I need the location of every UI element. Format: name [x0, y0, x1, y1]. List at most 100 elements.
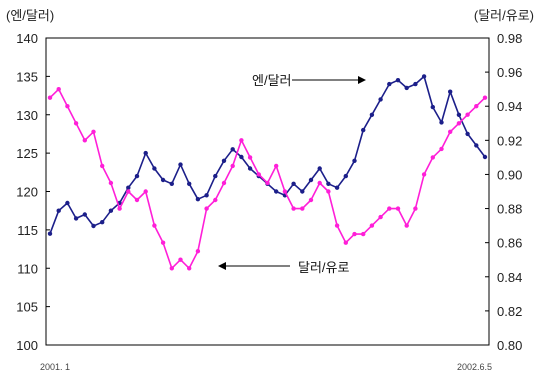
left-tick-label: 105 — [16, 300, 38, 315]
series-point-0 — [456, 112, 462, 118]
series-point-0 — [221, 158, 227, 163]
series-point-1 — [73, 121, 79, 126]
left-tick-label: 135 — [16, 69, 38, 84]
right-axis: 0.98 0.96 0.94 0.92 0.90 0.88 0.86 0.84 0.82 0.80 — [485, 31, 522, 353]
series-point-1 — [343, 240, 348, 245]
series-point-0 — [395, 78, 401, 83]
series-point-0 — [421, 74, 427, 79]
right-tick-label: 0.96 — [497, 65, 522, 80]
series-point-0 — [465, 131, 470, 137]
series-point-0 — [213, 173, 218, 179]
series-point-0 — [187, 181, 192, 186]
series-point-1 — [300, 206, 305, 211]
series-point-0 — [47, 231, 53, 236]
left-tick-label: 140 — [16, 31, 38, 46]
series-point-1 — [430, 155, 435, 160]
series-point-0 — [413, 81, 418, 87]
series-point-1 — [178, 257, 183, 262]
right-tick-label: 0.92 — [497, 133, 522, 148]
series-point-0 — [448, 89, 453, 94]
series-point-1 — [134, 197, 140, 203]
series-point-0 — [230, 147, 235, 152]
series-point-0 — [317, 166, 322, 171]
series-point-1 — [160, 240, 166, 245]
series-point-0 — [482, 154, 488, 160]
right-tick-label: 0.88 — [497, 202, 522, 217]
series-point-0 — [369, 112, 375, 118]
left-tick-label: 120 — [16, 185, 38, 200]
series-point-1 — [274, 163, 279, 169]
series-point-0 — [169, 181, 174, 186]
right-axis-unit-label: (달러/유로) — [474, 8, 534, 23]
euro-annotation-label: 달러/유로 — [298, 260, 349, 275]
series-point-0 — [334, 185, 340, 190]
series-point-0 — [291, 181, 296, 186]
series-point-1 — [239, 138, 244, 143]
series-point-0 — [204, 193, 209, 198]
series-point-0 — [178, 162, 183, 167]
series-point-0 — [143, 150, 148, 156]
series-point-0 — [430, 104, 435, 110]
series-point-1 — [352, 231, 357, 237]
left-tick-label: 110 — [17, 261, 38, 276]
series-point-1 — [117, 206, 122, 211]
series-point-1 — [91, 129, 96, 134]
series-point-1 — [56, 87, 61, 92]
series-point-0 — [126, 185, 131, 190]
series-point-1 — [152, 223, 157, 228]
series-point-1 — [187, 266, 192, 271]
series-point-0 — [300, 189, 305, 194]
series-point-0 — [361, 127, 366, 133]
left-tick-label: 125 — [16, 146, 38, 161]
series-point-1 — [230, 163, 235, 169]
right-tick-label: 0.98 — [497, 31, 522, 46]
series-point-1 — [361, 231, 366, 237]
series-point-0 — [56, 208, 61, 213]
right-tick-label: 0.94 — [497, 99, 522, 114]
series-point-0 — [82, 212, 88, 217]
series-point-1 — [395, 206, 401, 211]
series-point-1 — [143, 189, 148, 194]
x-start-label: 2001. 1 — [40, 362, 70, 372]
series-layer — [47, 74, 488, 271]
series-point-0 — [65, 200, 70, 206]
yen-annotation: 엔/달러 — [252, 73, 366, 88]
left-tick-label: 100 — [16, 338, 38, 353]
series-point-1 — [465, 112, 470, 117]
left-tick-label: 130 — [16, 108, 38, 123]
series-point-1 — [65, 104, 70, 109]
series-point-1 — [439, 146, 444, 152]
series-point-1 — [413, 206, 418, 211]
euro-arrowhead-icon — [218, 262, 226, 270]
series-point-1 — [474, 104, 479, 109]
yen-annotation-label: 엔/달러 — [252, 73, 292, 88]
series-point-1 — [195, 249, 201, 254]
yen-arrowhead-icon — [358, 76, 366, 84]
series-point-1 — [204, 206, 209, 211]
series-point-1 — [378, 214, 383, 220]
series-line-0 — [49, 75, 486, 234]
series-point-0 — [326, 181, 331, 186]
left-tick-label: 115 — [17, 223, 38, 238]
series-point-0 — [195, 197, 201, 202]
series-point-1 — [282, 189, 288, 194]
series-point-0 — [378, 97, 383, 102]
series-point-1 — [126, 189, 131, 194]
euro-annotation: 달러/유로 — [218, 260, 349, 275]
series-point-1 — [456, 121, 462, 126]
series-point-0 — [247, 166, 253, 171]
series-point-0 — [100, 220, 105, 225]
right-tick-label: 0.82 — [497, 304, 522, 319]
series-point-1 — [326, 189, 331, 194]
right-tick-label: 0.86 — [497, 236, 522, 251]
left-axis: 140 135 130 125 120 115 110 105 100 — [16, 31, 50, 353]
series-point-1 — [82, 138, 88, 143]
series-point-1 — [404, 223, 409, 228]
series-point-0 — [404, 85, 409, 91]
series-point-0 — [91, 223, 96, 229]
series-point-1 — [47, 95, 53, 100]
series-point-1 — [100, 163, 105, 169]
series-point-0 — [439, 120, 444, 125]
series-point-1 — [387, 206, 392, 211]
